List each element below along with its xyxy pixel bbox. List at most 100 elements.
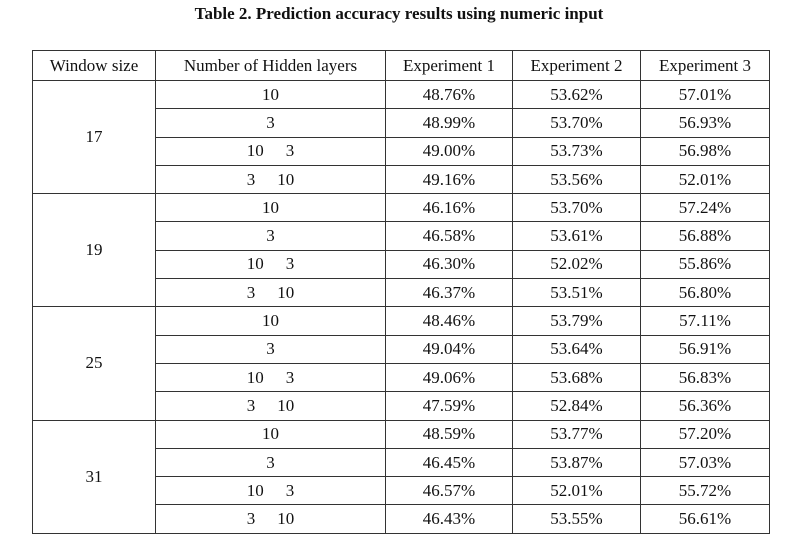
experiment-1-cell: 49.16% (385, 164, 513, 195)
experiment-2-cell: 52.02% (512, 249, 641, 280)
layer-size: 3 (246, 395, 256, 415)
layer-size: 10 (277, 395, 295, 415)
experiment-1-cell: 46.43% (385, 504, 513, 534)
layer-size: 3 (246, 509, 256, 529)
experiment-2-cell: 53.77% (512, 419, 641, 449)
window-size-cell: 25 (32, 306, 156, 421)
experiment-1-cell: 47.59% (385, 391, 513, 421)
layer-size: 3 (285, 367, 295, 387)
experiment-2-cell: 53.61% (512, 221, 641, 251)
layer-size: 10 (246, 480, 264, 500)
experiment-1-cell: 49.06% (385, 362, 513, 393)
experiment-3-cell: 55.72% (640, 476, 770, 506)
experiment-2-cell: 53.62% (512, 79, 641, 110)
layer-size: 3 (266, 112, 275, 132)
header-window-size: Window size (32, 50, 156, 81)
experiment-3-cell: 55.86% (640, 249, 770, 280)
experiment-2-cell: 53.70% (512, 193, 641, 223)
table-row: 17 10 48.76% 53.62% 57.01% (32, 79, 770, 195)
experiment-2-cell: 53.70% (512, 108, 641, 138)
experiment-1-cell: 48.99% (385, 108, 513, 138)
table-row: 3 10 46.43% 53.55% 56.61% (33, 504, 770, 534)
layer-size: 10 (262, 84, 279, 104)
experiment-1-cell: 49.04% (385, 334, 513, 364)
experiment-3-cell: 57.24% (640, 193, 770, 223)
experiment-2-cell: 53.55% (512, 504, 641, 534)
experiment-3-cell: 57.11% (640, 306, 770, 336)
experiment-3-cell: 52.01% (640, 164, 770, 195)
layer-size: 3 (266, 226, 275, 246)
experiment-2-cell: 53.64% (512, 334, 641, 364)
experiment-1-cell: 46.45% (385, 447, 513, 478)
table-row: 10 3 46.57% 52.01% 55.72% (33, 476, 770, 506)
experiment-2-cell: 53.87% (512, 447, 641, 478)
experiment-3-cell: 57.01% (640, 79, 770, 110)
hidden-layers-cell: 3 10 (155, 164, 386, 195)
header-experiment-2: Experiment 2 (512, 50, 641, 81)
layer-size: 10 (262, 424, 279, 444)
experiment-3-cell: 56.98% (640, 136, 770, 166)
layer-size: 3 (285, 254, 295, 274)
hidden-layers-cell: 10 (155, 306, 386, 336)
hidden-layers-cell: 10 (155, 193, 386, 223)
hidden-layers-cell: 3 10 (155, 278, 386, 308)
table-row: 3 10 47.59% 52.84% 56.36% (33, 391, 770, 421)
hidden-layers-cell: 10 (155, 79, 386, 110)
experiment-1-cell: 49.00% (385, 136, 513, 166)
layer-size: 10 (277, 509, 295, 529)
experiment-3-cell: 56.93% (640, 108, 770, 138)
experiment-1-cell: 46.58% (385, 221, 513, 251)
window-size-cell: 31 (32, 419, 156, 534)
experiment-3-cell: 57.03% (640, 447, 770, 478)
layer-size: 10 (246, 141, 264, 161)
window-size-cell: 17 (32, 79, 156, 195)
experiment-2-cell: 53.51% (512, 278, 641, 308)
experiment-3-cell: 57.20% (640, 419, 770, 449)
experiment-1-cell: 48.76% (385, 79, 513, 110)
experiment-2-cell: 52.01% (512, 476, 641, 506)
layer-size: 10 (246, 254, 264, 274)
layer-size: 3 (285, 480, 295, 500)
table-row: 25 10 48.46% 53.79% 57.11% (32, 306, 770, 421)
experiment-2-cell: 53.79% (512, 306, 641, 336)
hidden-layers-cell: 10 3 (155, 136, 386, 166)
experiment-1-cell: 46.37% (385, 278, 513, 308)
hidden-layers-cell: 10 3 (155, 476, 386, 506)
header-hidden-layers: Number of Hidden layers (155, 50, 386, 81)
experiment-2-cell: 53.56% (512, 164, 641, 195)
layer-size: 3 (246, 282, 256, 302)
results-table: Window size Number of Hidden layers Expe… (32, 50, 770, 534)
experiment-2-cell: 53.68% (512, 362, 641, 393)
experiment-1-cell: 46.16% (385, 193, 513, 223)
experiment-3-cell: 56.80% (640, 278, 770, 308)
header-experiment-1: Experiment 1 (385, 50, 513, 81)
layer-size: 10 (277, 282, 295, 302)
hidden-layers-cell: 3 (155, 334, 386, 364)
hidden-layers-cell: 3 (155, 108, 386, 138)
header-experiment-3: Experiment 3 (640, 50, 770, 81)
hidden-layers-cell: 3 10 (155, 504, 386, 534)
experiment-3-cell: 56.88% (640, 221, 770, 251)
table-row: 3 46.58% 53.61% 56.88% (33, 221, 770, 251)
hidden-layers-cell: 3 10 (155, 391, 386, 421)
table-row: 19 10 46.16% 53.70% 57.24% (32, 193, 770, 308)
table-row: 31 10 48.59% 53.77% 57.20% (32, 419, 770, 534)
layer-size: 3 (266, 452, 275, 472)
layer-size: 3 (266, 339, 275, 359)
header-row: Window size Number of Hidden layers Expe… (32, 50, 770, 81)
experiment-3-cell: 56.36% (640, 391, 770, 421)
window-size-cell: 19 (32, 193, 156, 308)
experiment-1-cell: 48.59% (385, 419, 513, 449)
table-caption: Table 2. Prediction accuracy results usi… (194, 4, 604, 23)
experiment-3-cell: 56.91% (640, 334, 770, 364)
table-row: 10 3 49.06% 53.68% 56.83% (33, 362, 770, 393)
layer-size: 10 (277, 169, 295, 189)
layer-size: 10 (262, 311, 279, 331)
layer-size: 3 (285, 141, 295, 161)
experiment-1-cell: 46.57% (385, 476, 513, 506)
hidden-layers-cell: 3 (155, 447, 386, 478)
experiment-1-cell: 48.46% (385, 306, 513, 336)
hidden-layers-cell: 10 3 (155, 362, 386, 393)
layer-size: 3 (246, 169, 256, 189)
table-row: 10 3 49.00% 53.73% 56.98% (33, 136, 770, 166)
